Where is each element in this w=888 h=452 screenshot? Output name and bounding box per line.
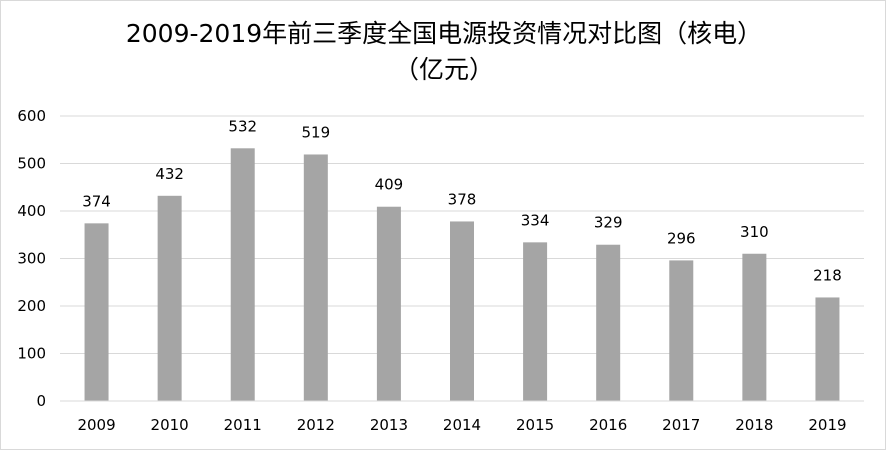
data-label-2011: 532: [228, 117, 257, 135]
x-tick-label-2011: 2011: [224, 416, 262, 434]
data-label-2015: 334: [521, 211, 550, 229]
x-tick-label-2016: 2016: [589, 416, 627, 434]
x-tick-label-2012: 2012: [297, 416, 335, 434]
x-tick-label-2013: 2013: [370, 416, 408, 434]
data-label-2017: 296: [667, 229, 696, 247]
bar-2014: [450, 221, 474, 401]
data-label-2010: 432: [155, 165, 184, 183]
bar-2019: [815, 297, 840, 401]
x-tick-label-2009: 2009: [77, 416, 115, 434]
bar-2009: [84, 223, 109, 401]
bar-2013: [376, 206, 401, 401]
data-label-2009: 374: [82, 192, 111, 210]
y-tick-label-100: 100: [17, 345, 46, 363]
bar-2012: [303, 154, 328, 401]
x-tick-label-2010: 2010: [151, 416, 189, 434]
data-label-2013: 409: [375, 176, 404, 194]
bar-2010: [157, 195, 182, 401]
data-label-2018: 310: [740, 223, 769, 241]
x-tick-label-2019: 2019: [808, 416, 846, 434]
data-label-2016: 329: [594, 214, 623, 232]
axes: 0 100 200 300 400 500 600 2009 2010 2011 2012 2013 2…: [17, 107, 864, 434]
bar-2018: [742, 253, 767, 401]
bars: [84, 148, 840, 401]
bar-2015: [523, 242, 548, 401]
data-label-2014: 378: [448, 190, 477, 208]
y-tick-label-400: 400: [17, 202, 46, 220]
y-tick-label-0: 0: [36, 392, 46, 410]
x-tick-label-2014: 2014: [443, 416, 481, 434]
y-tick-label-300: 300: [17, 250, 46, 268]
data-label-2012: 519: [301, 123, 330, 141]
y-tick-label-500: 500: [17, 155, 46, 173]
data-labels: 374 432 532 519 409 378 334 329 296 310 218: [82, 117, 842, 284]
bar-2016: [596, 244, 621, 401]
x-tick-label-2015: 2015: [516, 416, 554, 434]
x-tick-label-2017: 2017: [662, 416, 700, 434]
chart-title: 2009-2019年前三季度全国电源投资情况对比图（核电）: [125, 19, 763, 48]
chart-subtitle: （亿元）: [393, 55, 494, 84]
x-tick-label-2018: 2018: [735, 416, 773, 434]
y-tick-label-200: 200: [17, 297, 46, 315]
y-tick-label-600: 600: [17, 107, 46, 125]
data-label-2019: 218: [813, 266, 842, 284]
bar-2011: [230, 148, 255, 401]
bar-2017: [669, 260, 694, 401]
